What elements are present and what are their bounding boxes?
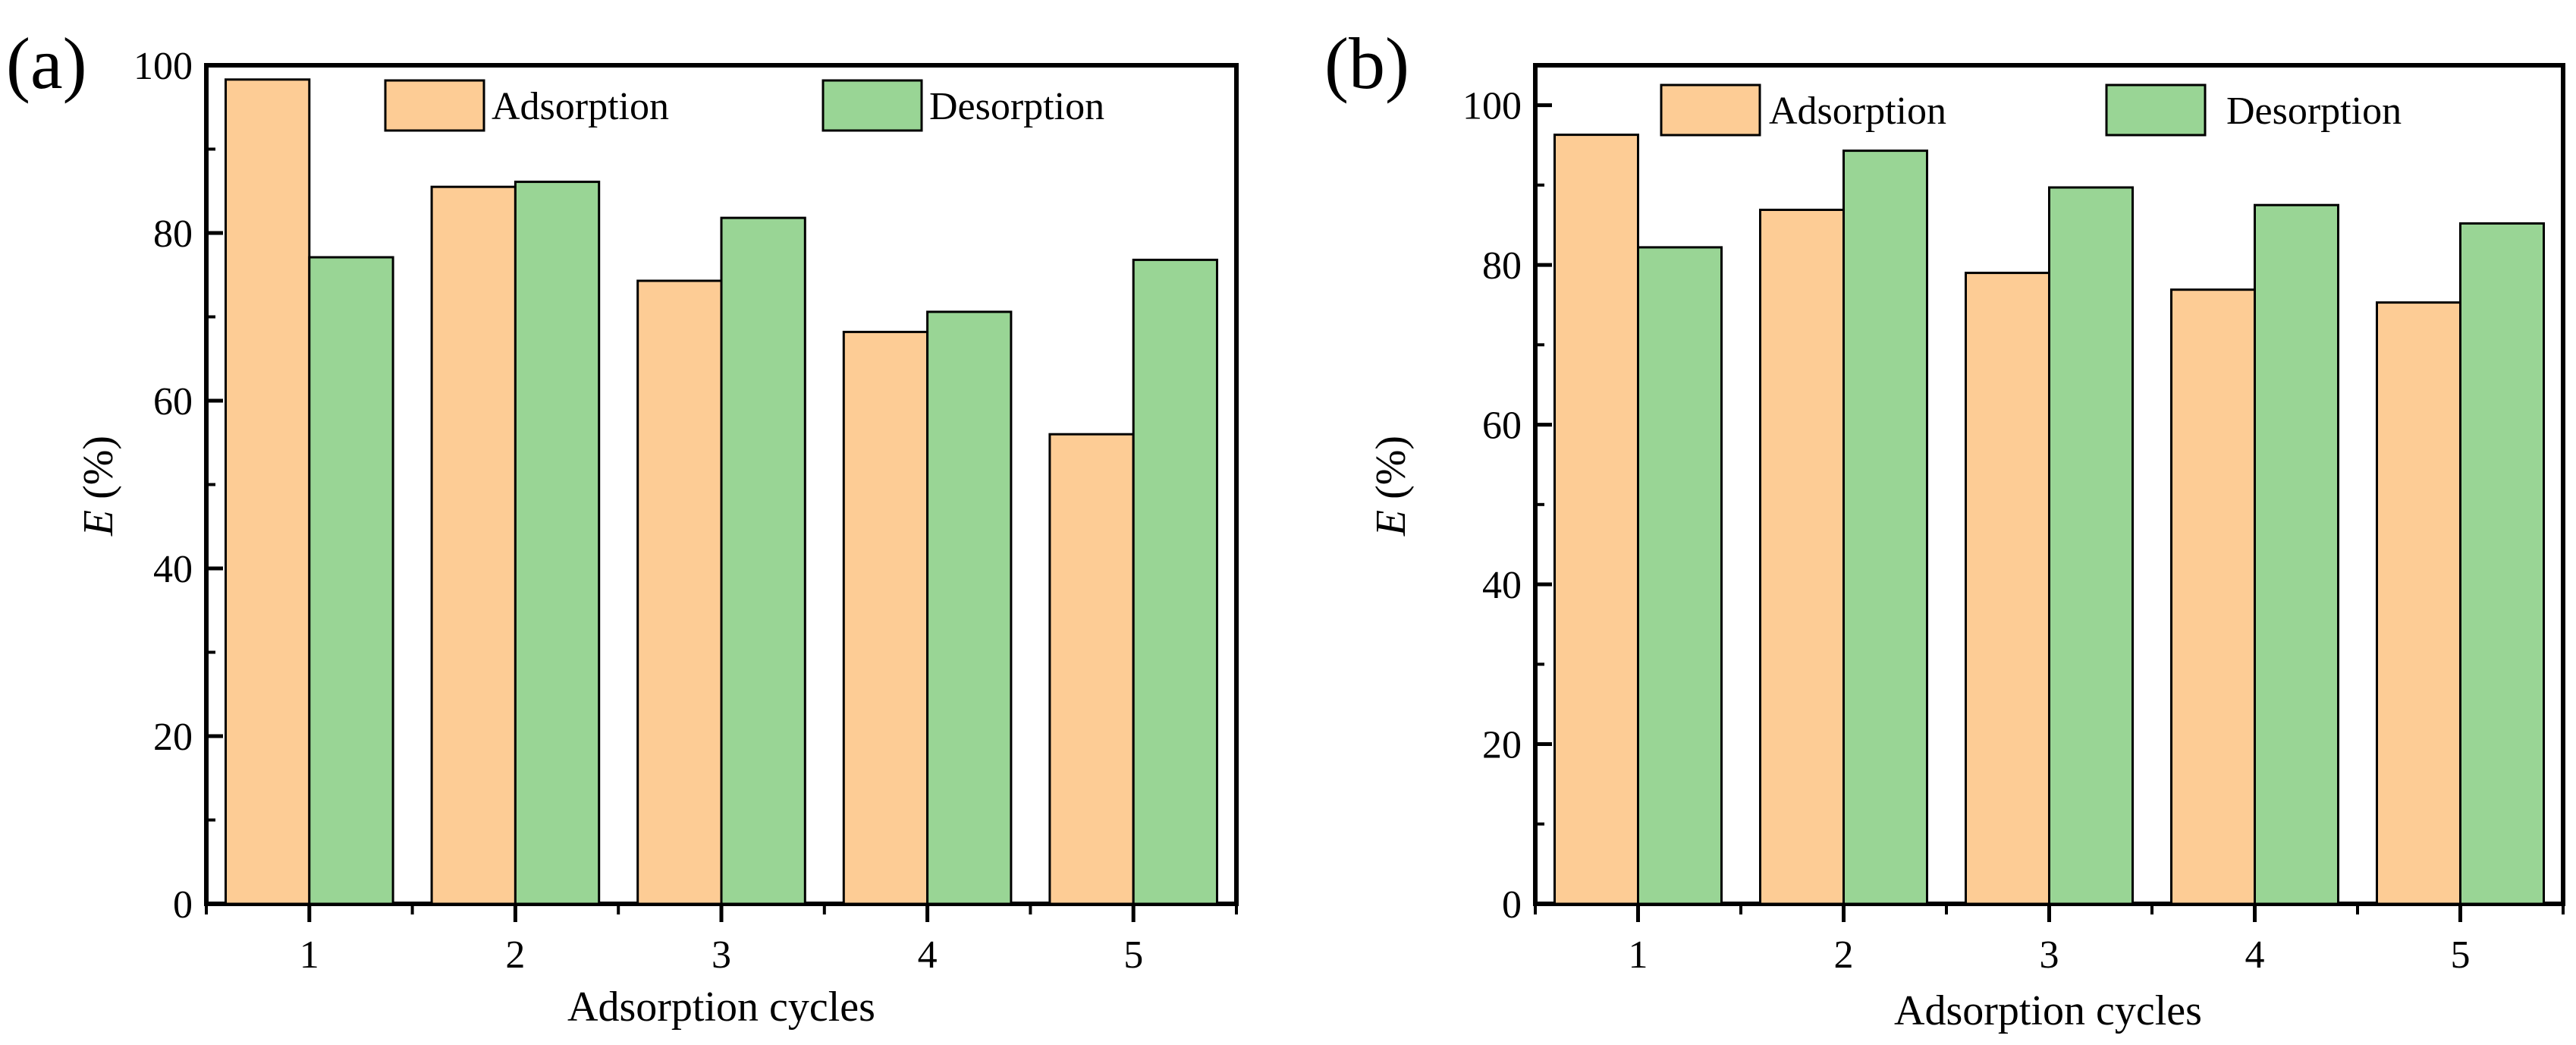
legend-swatch-adsorption <box>1660 83 1761 137</box>
legend-label-adsorption: Adsorption <box>1769 90 1946 133</box>
x-tick-label: 5 <box>1123 933 1143 977</box>
x-tick-label: 2 <box>1834 933 1854 977</box>
y-tick-label: 100 <box>134 45 193 88</box>
legend-label-desorption: Desorption <box>929 85 1104 128</box>
y-tick-label: 0 <box>173 883 193 927</box>
y-axis-title-variable: E <box>75 510 122 537</box>
bar-adsorption-cycle-2 <box>430 185 517 905</box>
legend-item-desorption: Desorption <box>821 79 1104 132</box>
bar-adsorption-cycle-4 <box>842 330 929 905</box>
bar-desorption-cycle-4 <box>926 310 1013 905</box>
x-axis-title: Adsorption cycles <box>1894 987 2202 1034</box>
legend-item-adsorption: Adsorption <box>1660 83 1946 137</box>
legend-swatch-desorption <box>821 79 923 132</box>
x-axis: 1 2 3 4 5 <box>1534 904 2565 977</box>
x-tick-label: 1 <box>1629 933 1648 977</box>
y-axis-title-unit: (%) <box>75 436 122 510</box>
x-tick-label: 3 <box>712 933 731 977</box>
legend: Adsorption Desorption <box>1660 83 2402 137</box>
bar-desorption-cycle-4 <box>2254 203 2339 905</box>
bar-desorption-cycle-2 <box>514 181 601 905</box>
x-tick-label: 5 <box>2451 933 2471 977</box>
bar-adsorption-cycle-1 <box>1553 134 1639 905</box>
legend-label-desorption: Desorption <box>2226 90 2402 133</box>
bar-desorption-cycle-1 <box>1637 246 1723 905</box>
legend-item-adsorption: Adsorption <box>384 79 669 132</box>
bars-layer <box>225 78 1218 905</box>
bar-desorption-cycle-3 <box>2048 186 2134 905</box>
y-tick-label: 40 <box>153 548 193 591</box>
x-tick-label: 4 <box>918 933 938 977</box>
bar-desorption-cycle-5 <box>1132 258 1218 905</box>
y-tick-label: 40 <box>1482 564 1522 607</box>
legend-swatch-adsorption <box>384 79 485 132</box>
bar-desorption-cycle-1 <box>308 256 394 905</box>
bar-desorption-cycle-5 <box>2459 222 2545 905</box>
x-axis-title: Adsorption cycles <box>567 984 875 1031</box>
bar-adsorption-cycle-3 <box>636 279 723 905</box>
bar-adsorption-cycle-1 <box>225 78 311 905</box>
y-tick-label: 80 <box>1482 244 1522 288</box>
bar-adsorption-cycle-5 <box>2376 301 2461 905</box>
y-tick-label: 60 <box>153 380 193 423</box>
x-tick-label: 3 <box>2040 933 2059 977</box>
x-tick-label: 2 <box>505 933 525 977</box>
panel-label: (a) <box>6 23 87 104</box>
bar-adsorption-cycle-3 <box>1965 272 2050 905</box>
legend-swatch-desorption <box>2105 83 2207 137</box>
y-axis-title-variable: E <box>1368 510 1415 537</box>
bar-adsorption-cycle-5 <box>1048 433 1135 905</box>
chart-panel-b: (b) 0 20 40 60 80 100 1 2 3 4 5 E (%) Adsorption … <box>1324 23 2565 1034</box>
y-tick-label: 60 <box>1482 404 1522 448</box>
y-tick-label: 20 <box>153 716 193 759</box>
y-axis-title: E (%) <box>75 436 122 537</box>
panel-label: (b) <box>1324 23 1409 104</box>
bar-adsorption-cycle-2 <box>1759 209 1845 905</box>
y-tick-label: 20 <box>1482 724 1522 767</box>
y-tick-label: 80 <box>153 212 193 256</box>
x-axis: 1 2 3 4 5 <box>205 904 1238 977</box>
legend-label-adsorption: Adsorption <box>492 85 669 128</box>
chart-panel-a: (a) 0 20 40 60 80 100 1 2 3 4 5 E (%) Adsorption … <box>6 23 1239 1031</box>
bar-adsorption-cycle-4 <box>2170 288 2256 905</box>
y-axis-title-unit: (%) <box>1368 436 1415 510</box>
legend-item-desorption: Desorption <box>2105 83 2402 137</box>
legend: Adsorption Desorption <box>384 79 1104 132</box>
bar-desorption-cycle-2 <box>1842 150 1928 905</box>
bars-layer <box>1553 134 2545 905</box>
y-tick-label: 0 <box>1502 883 1522 927</box>
x-tick-label: 1 <box>300 933 319 977</box>
y-axis-title: E (%) <box>1368 436 1415 537</box>
y-axis: 0 20 40 60 80 100 <box>1462 85 1552 927</box>
bar-desorption-cycle-3 <box>720 216 806 905</box>
y-axis: 0 20 40 60 80 100 <box>134 45 223 927</box>
y-tick-label: 100 <box>1462 85 1522 128</box>
x-tick-label: 4 <box>2245 933 2265 977</box>
